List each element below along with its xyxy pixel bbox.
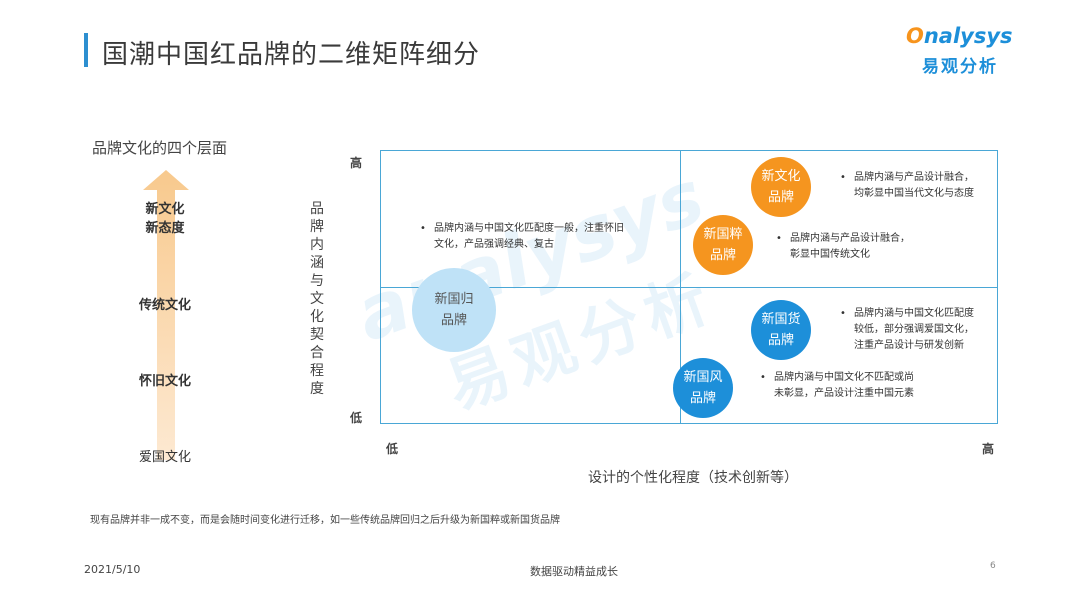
footer-date: 2021/5/10 xyxy=(84,563,141,576)
x-tick-high: 高 xyxy=(982,442,995,456)
matrix-horizontal-divider xyxy=(380,287,998,288)
level-new-culture: 新文化 新态度 xyxy=(145,202,185,236)
x-tick-low: 低 xyxy=(386,442,399,456)
level-traditional-culture: 传统文化 xyxy=(138,298,191,313)
brand-circle-xinguohuo: 新国货 品牌 xyxy=(751,300,811,360)
footer-slogan: 数据驱动精益成长 xyxy=(530,565,618,578)
brand-description-xinguocui: 品牌内涵与产品设计融合， 彰显中国传统文化 xyxy=(776,231,926,263)
brand-circle-xinwenhua: 新文化 品牌 xyxy=(751,157,811,217)
y-axis-label: 品牌内涵与文化契合程度 xyxy=(310,201,324,397)
level-patriotic-culture: 爱国文化 xyxy=(138,450,191,465)
x-axis-label: 设计的个性化程度（技术创新等） xyxy=(588,470,798,486)
page-title: 国潮中国红品牌的二维矩阵细分 xyxy=(102,40,481,70)
brand-circle-xinguocui: 新国粹 品牌 xyxy=(693,215,753,275)
brand-circle-xinguogui: 新国归 品牌 xyxy=(412,268,496,352)
y-tick-low: 低 xyxy=(350,411,363,425)
page-number: 6 xyxy=(990,561,996,571)
up-arrow-icon xyxy=(143,170,189,460)
title-accent-bar xyxy=(84,33,88,67)
brand-description-xinwenhua: 品牌内涵与产品设计融合， 均彰显中国当代文化与态度 xyxy=(840,170,990,202)
brand-description-xinguofeng: 品牌内涵与中国文化不匹配或尚 未彰显，产品设计注重中国元素 xyxy=(760,370,960,402)
y-tick-high: 高 xyxy=(350,156,363,170)
analysys-logo: Onalysys 易观分析 xyxy=(900,24,1020,80)
footnote: 现有品牌并非一成不变，而是会随时间变化进行迁移，如一些传统品牌回归之后升级为新国… xyxy=(90,515,560,526)
level-nostalgic-culture: 怀旧文化 xyxy=(138,374,191,389)
brand-circle-xinguofeng: 新国风 品牌 xyxy=(673,358,733,418)
logo-chinese: 易观分析 xyxy=(922,57,998,77)
levels-title: 品牌文化的四个层面 xyxy=(92,139,228,157)
brand-description-xinguohuo: 品牌内涵与中国文化匹配度 较低，部分强调爱国文化， 注重产品设计与研发创新 xyxy=(840,306,992,354)
logo-english: Onalysys xyxy=(906,24,1013,48)
brand-description-xinguogui: 品牌内涵与中国文化匹配度一般，注重怀旧 文化，产品强调经典、复古 xyxy=(420,221,640,253)
